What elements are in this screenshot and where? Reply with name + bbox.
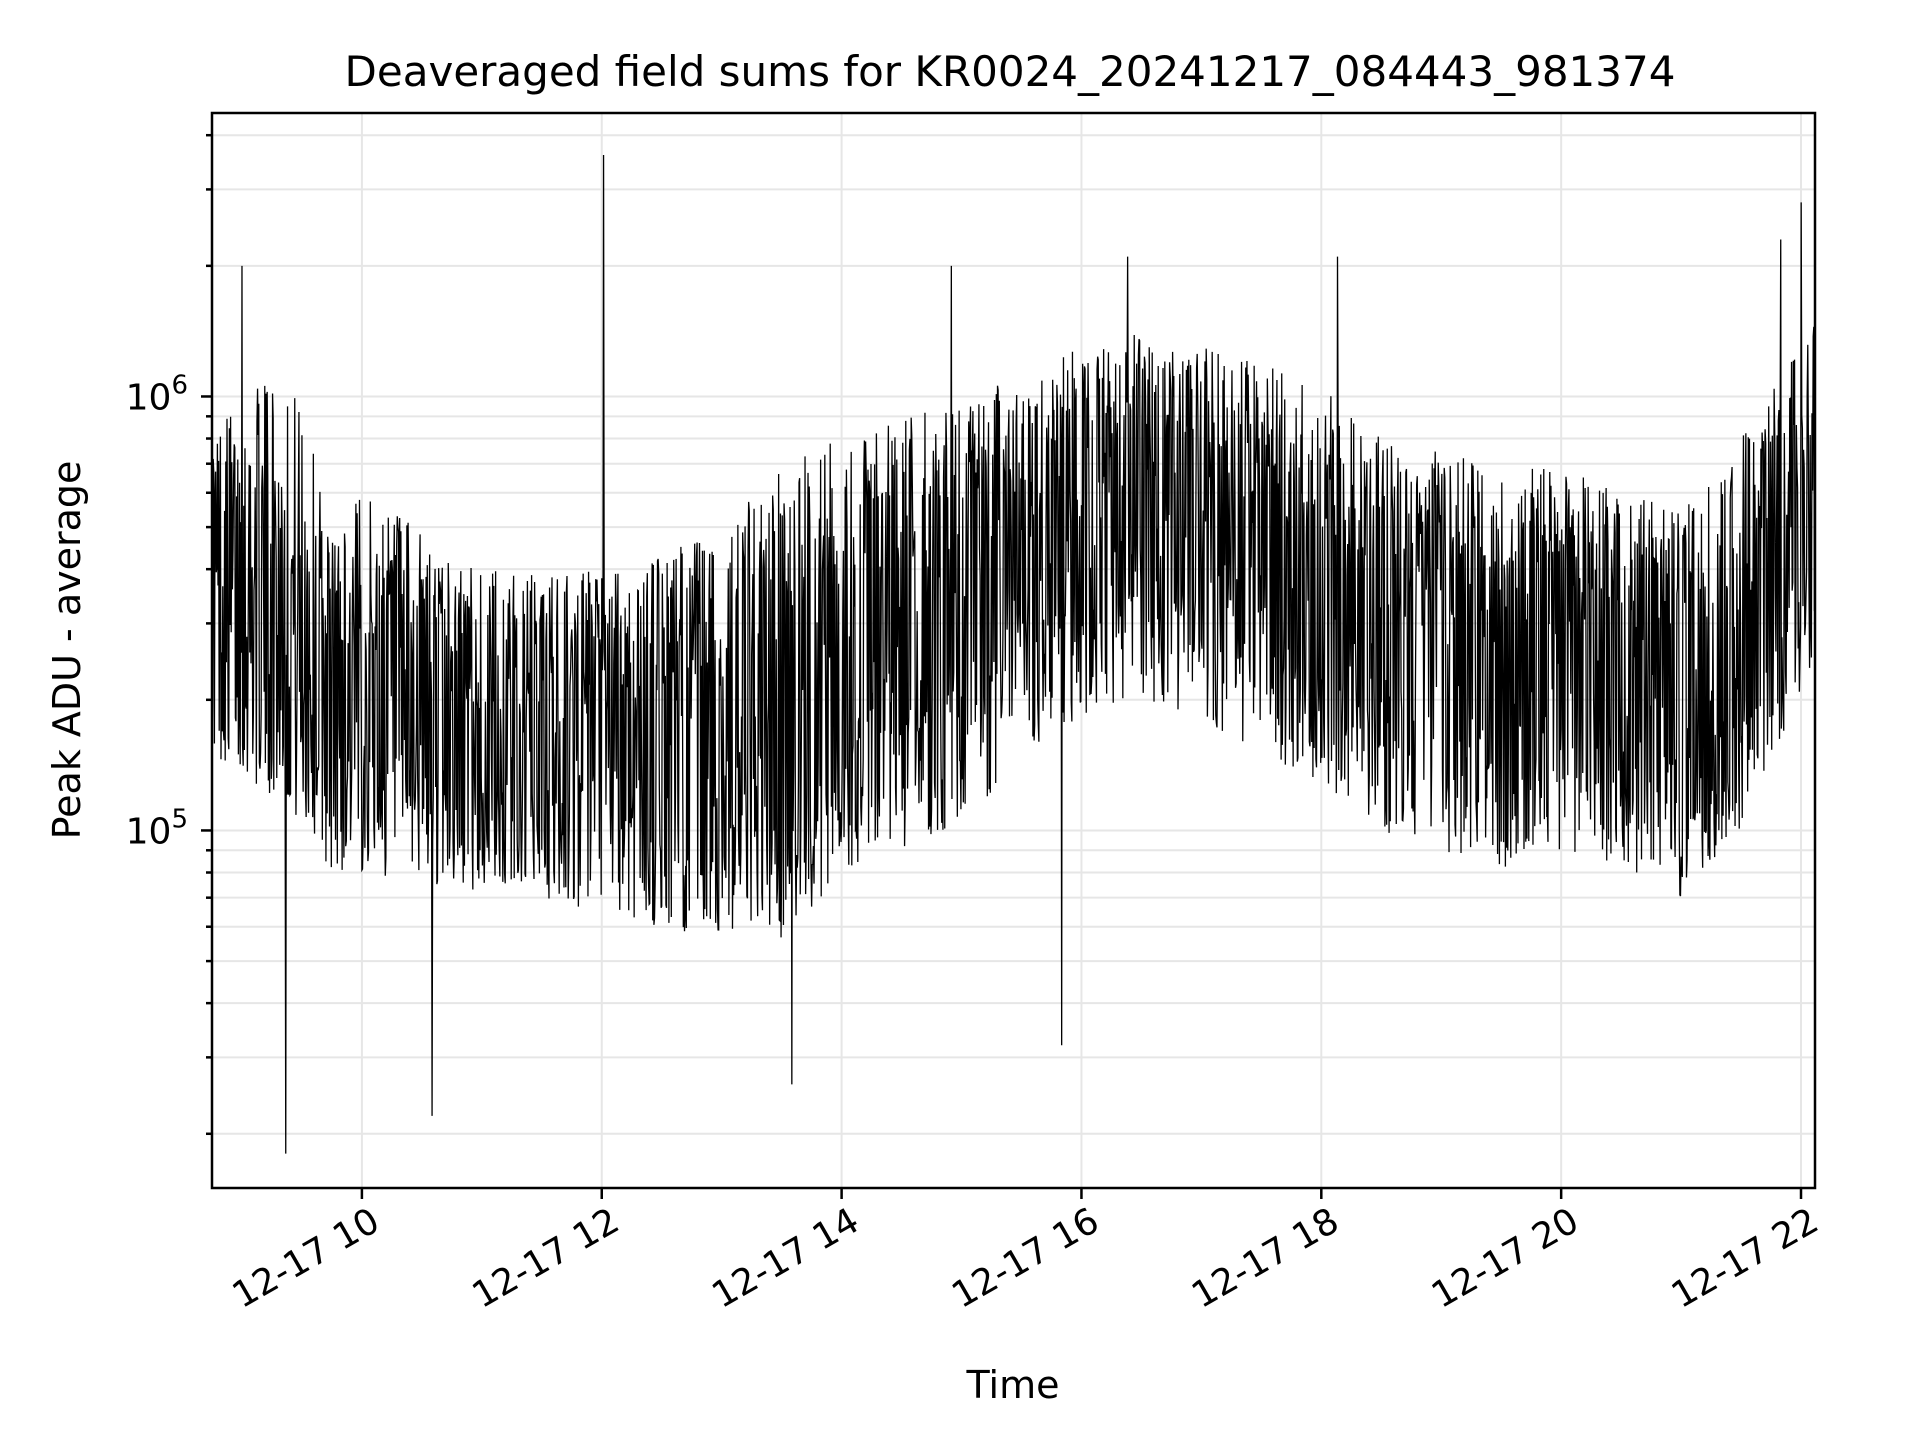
y-tick-label: 105 bbox=[126, 804, 188, 852]
x-tick-label: 12-17 10 bbox=[226, 1200, 387, 1316]
y-tick-label: 106 bbox=[126, 370, 188, 418]
plot-frame bbox=[210, 111, 1817, 1190]
x-tick-label: 12-17 18 bbox=[1185, 1200, 1346, 1316]
x-tick-label: 12-17 20 bbox=[1425, 1200, 1586, 1316]
plot-series bbox=[211, 155, 1816, 1154]
axis-ticks: 12-17 10 12-17 12 12-17 14 12-17 16 12-17 18… bbox=[126, 133, 1826, 1317]
series-line bbox=[211, 155, 1816, 1154]
x-tick-label: 12-17 12 bbox=[466, 1200, 627, 1316]
chart-title: Deaveraged field sums for KR0024_2024121… bbox=[345, 47, 1676, 96]
grid-lines bbox=[212, 113, 1815, 1188]
x-tick-label: 12-17 14 bbox=[705, 1200, 866, 1316]
x-tick-label: 12-17 16 bbox=[945, 1200, 1106, 1316]
y-axis-label: Peak ADU - average bbox=[45, 461, 89, 840]
x-axis-label: Time bbox=[966, 1363, 1060, 1407]
x-tick-label: 12-17 22 bbox=[1665, 1200, 1826, 1316]
